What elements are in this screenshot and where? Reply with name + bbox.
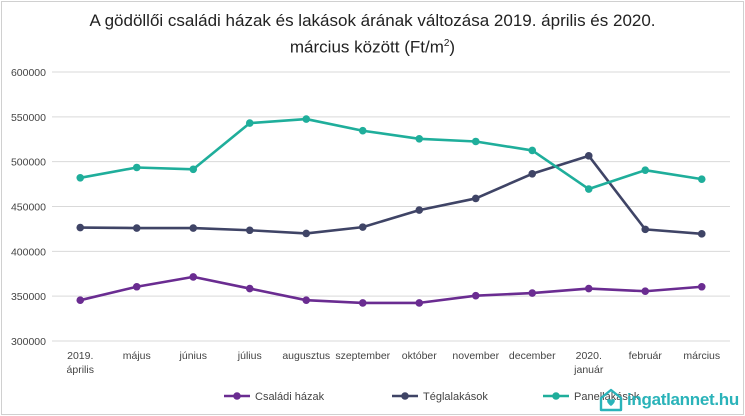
data-point xyxy=(302,296,311,305)
data-point xyxy=(302,115,311,123)
data-point xyxy=(697,230,706,238)
legend-marker xyxy=(401,392,409,400)
data-point xyxy=(76,296,85,305)
legend-item: Téglalakások xyxy=(392,391,488,403)
legend-marker xyxy=(552,392,560,400)
y-tick-label: 450000 xyxy=(11,202,46,214)
data-point xyxy=(415,135,424,143)
x-axis-ticks: 2019. április május június július augusztus sz… xyxy=(67,350,721,376)
legend-marker xyxy=(233,392,241,400)
x-tick-label: november xyxy=(452,350,499,362)
data-point xyxy=(641,225,650,234)
data-point xyxy=(358,299,367,307)
chart-title: A gödöllői családi házak és lakások árán… xyxy=(0,9,745,59)
chart-title-superscript: 2 xyxy=(443,38,450,49)
y-tick-label: 550000 xyxy=(11,112,46,124)
legend-item: Panellakások xyxy=(543,391,640,403)
chart-title-line-2-end: ) xyxy=(449,37,456,57)
data-point xyxy=(245,119,254,127)
data-point xyxy=(471,137,480,146)
data-point xyxy=(471,194,480,203)
legend-label: Panellakások xyxy=(574,391,640,403)
x-tick-label: 2020. január xyxy=(573,350,604,376)
data-point xyxy=(76,223,85,232)
data-point xyxy=(415,206,424,214)
data-point xyxy=(528,146,537,155)
data-point xyxy=(76,174,85,182)
x-tick-label: október xyxy=(402,350,438,362)
data-point xyxy=(189,165,198,174)
data-point xyxy=(584,185,593,193)
x-tick-label: augusztus xyxy=(282,350,330,362)
data-point xyxy=(641,287,650,296)
data-point xyxy=(189,273,198,281)
y-tick-label: 350000 xyxy=(11,291,46,303)
data-point xyxy=(358,126,367,135)
data-point xyxy=(697,282,706,291)
data-point xyxy=(584,152,593,160)
brand-logo: ingatlannet.hu xyxy=(599,388,739,412)
y-tick-label: 500000 xyxy=(11,157,46,169)
chart-title-line-2: március között (Ft/m2) xyxy=(0,32,745,59)
series-1 xyxy=(76,273,706,307)
series-2 xyxy=(76,152,706,238)
data-point xyxy=(302,229,311,238)
x-tick-label: június xyxy=(179,350,207,362)
x-tick-label: szeptember xyxy=(335,350,390,362)
data-point xyxy=(528,169,537,178)
x-tick-label: július xyxy=(237,350,262,362)
x-tick-label: december xyxy=(509,350,556,362)
y-tick-label: 300000 xyxy=(11,336,46,348)
data-point xyxy=(697,175,706,183)
y-tick-label: 600000 xyxy=(11,67,46,79)
x-tick-label: 2019. április xyxy=(67,350,94,376)
legend-item: Családi házak xyxy=(224,391,325,403)
series-lines xyxy=(76,115,706,307)
legend: Családi házak Téglalakások Panellakások xyxy=(224,391,640,403)
data-point xyxy=(584,284,593,293)
gridlines xyxy=(52,71,730,342)
data-point xyxy=(641,166,650,174)
data-point xyxy=(245,284,254,293)
x-tick-label: február xyxy=(629,350,663,362)
x-tick-label: március xyxy=(683,350,720,362)
series-line xyxy=(80,154,702,236)
data-point xyxy=(415,299,424,307)
y-tick-label: 400000 xyxy=(11,246,46,258)
data-point xyxy=(132,224,141,232)
legend-label: Téglalakások xyxy=(423,391,488,403)
series-line xyxy=(80,117,702,191)
data-point xyxy=(358,223,367,231)
chart-title-line-2-text: március között (Ft/m xyxy=(289,37,444,57)
data-point xyxy=(132,163,141,172)
legend-label: Családi házak xyxy=(255,391,325,403)
data-point xyxy=(528,289,537,297)
data-point xyxy=(132,282,141,291)
series-line xyxy=(79,275,702,305)
chart-title-line-1: A gödöllői családi házak és lakások árán… xyxy=(89,11,656,30)
y-axis-ticks: 300000 350000 400000 450000 500000 550000 6000… xyxy=(11,67,46,348)
x-tick-label: május xyxy=(123,350,151,362)
data-point xyxy=(471,291,480,300)
series-3 xyxy=(76,115,706,193)
data-point xyxy=(189,224,198,232)
brand-text: ingatlannet.hu xyxy=(627,390,739,409)
house-heart-icon xyxy=(599,388,623,412)
data-point xyxy=(245,226,254,235)
